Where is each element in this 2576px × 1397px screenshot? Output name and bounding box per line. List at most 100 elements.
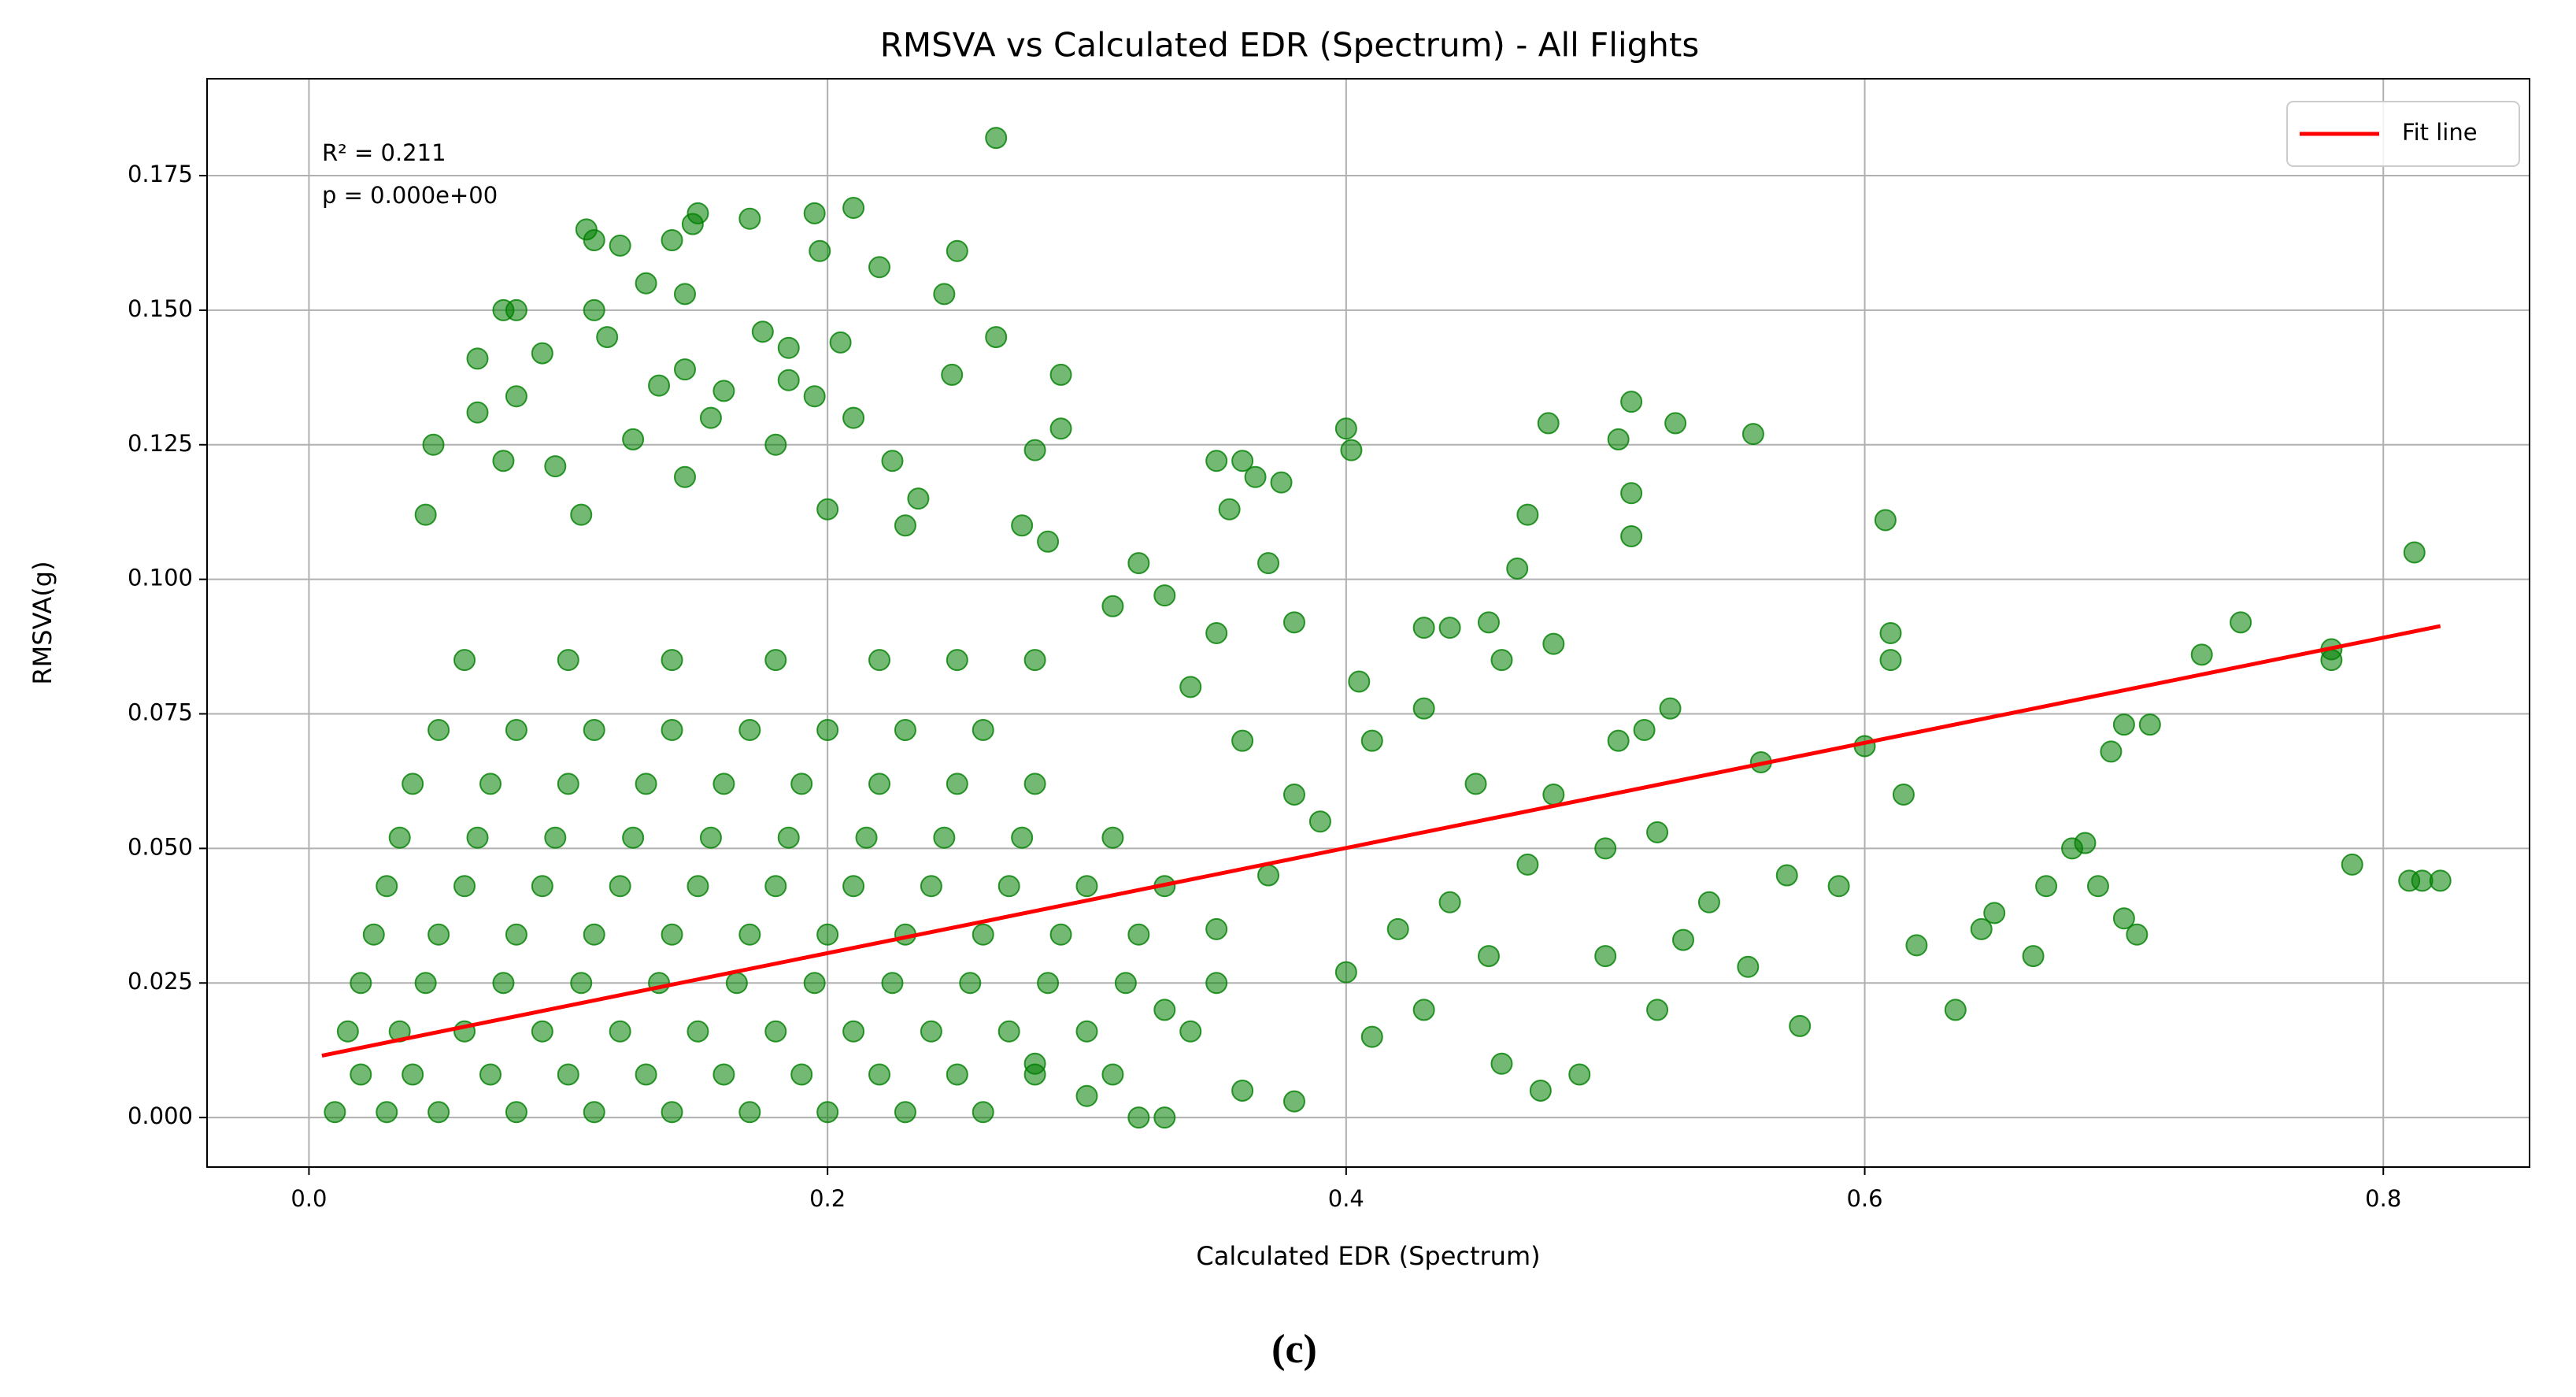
annotation: p = 0.000e+00 — [322, 182, 498, 209]
scatter-point — [492, 972, 515, 995]
scatter-point — [1334, 961, 1357, 984]
scatter-point — [1257, 552, 1280, 575]
scatter-point — [492, 450, 515, 472]
scatter-point — [1516, 503, 1539, 526]
scatter-point — [933, 283, 956, 306]
scatter-point — [1282, 611, 1305, 634]
scatter-point — [1386, 917, 1409, 940]
scatter-point — [946, 239, 968, 262]
scatter-point — [803, 385, 826, 408]
scatter-point — [570, 972, 593, 995]
scatter-point — [2061, 837, 2084, 860]
scatter-point — [466, 347, 489, 370]
scatter-point — [557, 773, 579, 795]
scatter-point — [531, 1020, 553, 1043]
scatter-point — [712, 773, 735, 795]
scatter-point — [946, 649, 968, 672]
scatter-point — [699, 406, 722, 429]
x-tick-label: 0.4 — [1328, 1185, 1364, 1212]
scatter-point — [1114, 972, 1137, 995]
scatter-point — [920, 1020, 942, 1043]
scatter-point — [1438, 617, 1461, 639]
y-tick-label: 0.175 — [128, 161, 193, 187]
scatter-point — [816, 498, 839, 521]
scatter-point — [1205, 917, 1228, 940]
scatter-point — [738, 719, 761, 742]
scatter-point — [868, 256, 891, 279]
scatter-point — [531, 875, 553, 898]
scatter-point — [557, 649, 579, 672]
scatter-point — [687, 875, 709, 898]
scatter-point — [673, 283, 696, 306]
scatter-point — [661, 229, 683, 252]
scatter-point — [1879, 649, 1902, 672]
scatter-point — [1282, 784, 1305, 806]
scatter-point — [1257, 864, 1280, 887]
scatter-point — [1127, 1106, 1150, 1129]
scatter-point — [738, 1101, 761, 1124]
scatter-point — [350, 972, 372, 995]
scatter-point — [2022, 945, 2045, 968]
legend-label: Fit line — [2402, 119, 2478, 146]
scatter-point — [324, 1101, 346, 1124]
scatter-point — [570, 503, 593, 526]
scatter-point — [842, 875, 865, 898]
scatter-point — [1153, 584, 1176, 607]
scatter-point — [881, 450, 904, 472]
scatter-point — [1542, 784, 1565, 806]
y-tick-label: 0.100 — [128, 565, 193, 591]
scatter-point — [699, 826, 722, 849]
scatter-point — [661, 649, 683, 672]
scatter-point — [1023, 649, 1046, 672]
scatter-point — [479, 773, 502, 795]
scatter-point — [673, 465, 696, 488]
scatter-point — [764, 1020, 787, 1043]
scatter-point — [2341, 853, 2363, 876]
scatter-point — [1308, 810, 1331, 833]
scatter-point — [673, 358, 696, 381]
scatter-point — [1011, 514, 1034, 537]
scatter-point — [868, 773, 891, 795]
scatter-point — [1037, 530, 1060, 553]
scatter-point — [1659, 697, 1682, 720]
scatter-point — [1477, 945, 1500, 968]
scatter-point — [1516, 853, 1539, 876]
scatter-point — [453, 875, 476, 898]
scatter-point — [1075, 875, 1098, 898]
scatter-point — [1075, 1020, 1098, 1043]
scatter-point — [402, 773, 424, 795]
scatter-point — [2138, 713, 2161, 736]
scatter-point — [933, 826, 956, 849]
scatter-point — [1633, 719, 1656, 742]
scatter-point — [583, 719, 605, 742]
scatter-point — [881, 972, 904, 995]
scatter-point — [997, 1020, 1020, 1043]
scatter-point — [1412, 617, 1435, 639]
scatter-point — [1179, 676, 1202, 698]
scatter-point — [2320, 649, 2343, 672]
scatter-point — [427, 923, 450, 946]
annotation: R² = 0.211 — [322, 139, 446, 166]
scatter-point — [1646, 821, 1669, 843]
x-tick-label: 0.2 — [809, 1185, 846, 1212]
scatter-point — [777, 826, 800, 849]
scatter-point — [427, 1101, 450, 1124]
scatter-point — [790, 1063, 813, 1086]
scatter-point — [816, 719, 839, 742]
scatter-point — [1594, 837, 1617, 860]
scatter-point — [661, 1101, 683, 1124]
scatter-point — [803, 202, 826, 224]
scatter-point — [661, 923, 683, 946]
scatter-point — [1049, 363, 1072, 386]
scatter-point — [2126, 923, 2149, 946]
scatter-point — [609, 875, 631, 898]
scatter-point — [1671, 928, 1694, 951]
scatter-point — [479, 1063, 502, 1086]
plot-frame — [206, 78, 2530, 1168]
scatter-point — [777, 336, 800, 359]
scatter-point — [1412, 999, 1435, 1021]
scatter-point — [505, 923, 527, 946]
x-tick-label: 0.8 — [2365, 1185, 2401, 1212]
